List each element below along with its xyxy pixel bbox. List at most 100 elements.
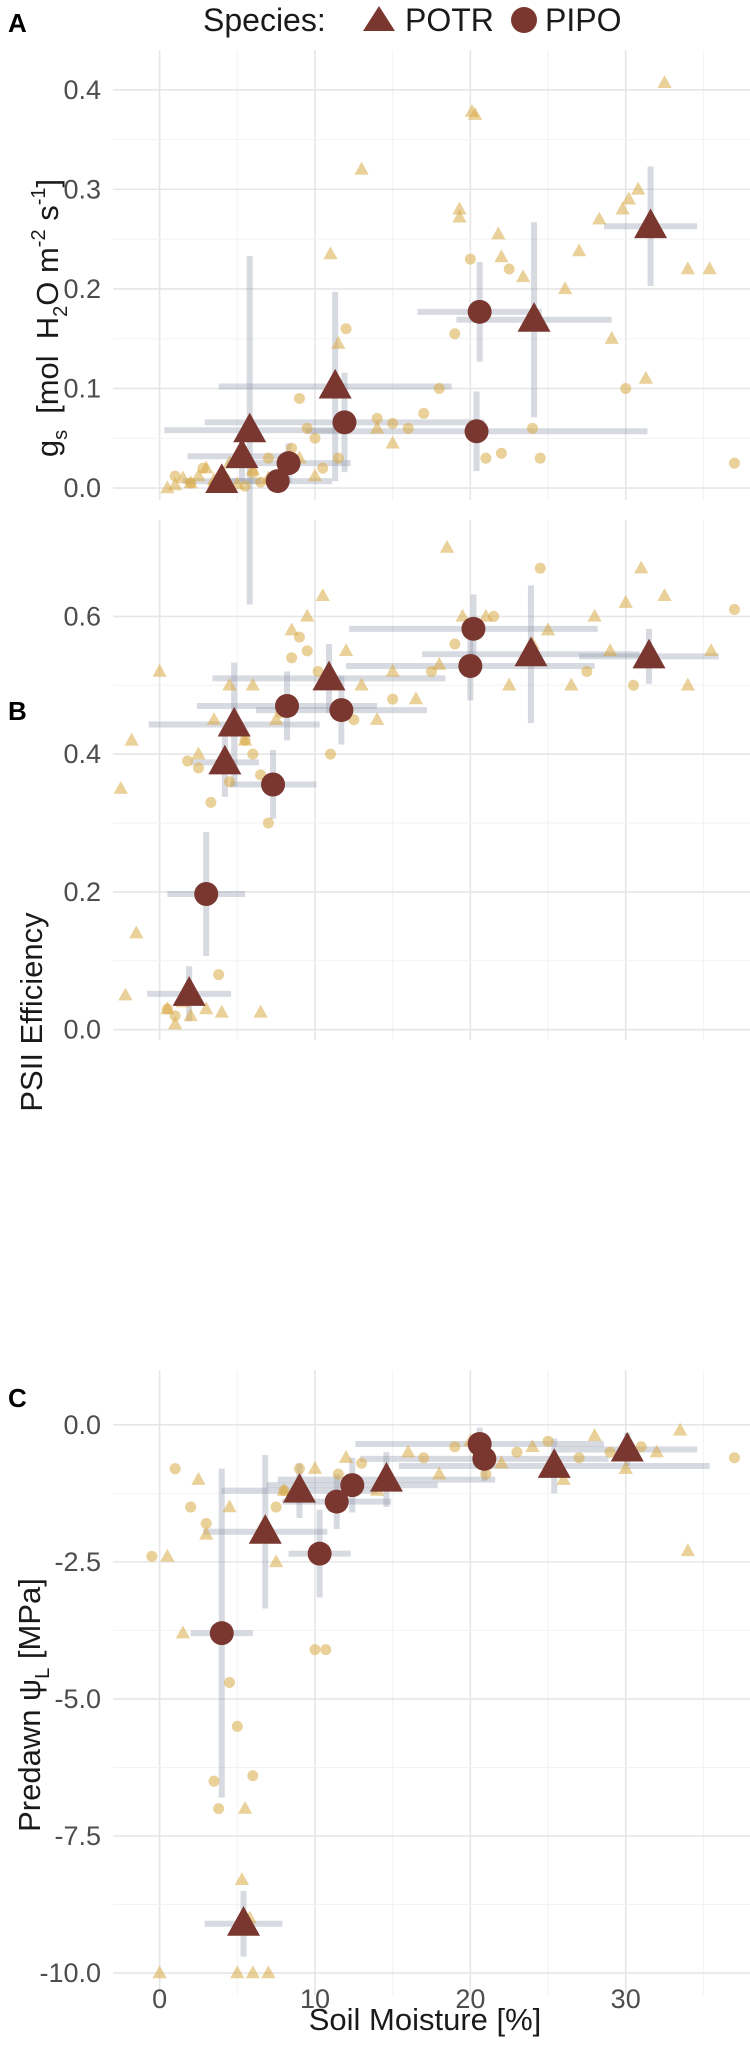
mean-marker-potr	[632, 638, 666, 669]
raw-point-pipo	[418, 407, 430, 419]
raw-point-pipo	[200, 1518, 212, 1530]
raw-point-pipo	[332, 452, 344, 464]
raw-point-pipo	[182, 755, 194, 767]
raw-point-potr	[634, 560, 649, 574]
mean-marker-potr	[205, 463, 239, 494]
raw-point-potr	[199, 1526, 214, 1540]
panel-b-mean-points	[172, 616, 666, 1006]
mean-marker-potr	[227, 1906, 261, 1936]
raw-point-potr	[452, 201, 467, 215]
raw-point-pipo	[247, 748, 259, 760]
raw-point-potr	[401, 1444, 416, 1458]
mean-marker-potr	[369, 1461, 403, 1492]
mean-marker-potr	[514, 636, 548, 667]
raw-point-pipo	[262, 452, 274, 464]
raw-point-pipo	[464, 253, 476, 265]
raw-point-pipo	[312, 666, 324, 678]
raw-point-pipo	[728, 1452, 740, 1464]
raw-point-potr	[222, 677, 237, 691]
raw-point-potr	[245, 1965, 260, 1979]
mean-marker-pipo	[261, 772, 286, 797]
mean-marker-potr	[282, 1472, 316, 1503]
mean-marker-potr	[248, 1514, 282, 1544]
y-tick-label: -5.0	[54, 1684, 101, 1714]
y-tick-label: 0.3	[63, 174, 101, 204]
raw-point-potr	[230, 1965, 245, 1979]
raw-point-potr	[657, 75, 672, 89]
mean-marker-potr	[233, 412, 267, 443]
raw-point-potr	[672, 1422, 688, 1436]
raw-point-pipo	[247, 467, 259, 479]
raw-point-potr	[222, 1499, 237, 1513]
raw-point-potr	[113, 780, 128, 794]
raw-point-pipo	[169, 1010, 181, 1022]
raw-point-potr	[564, 677, 579, 691]
x-tick-label: 20	[455, 1984, 485, 2014]
raw-point-potr	[354, 161, 369, 175]
raw-point-pipo	[604, 1446, 616, 1458]
raw-point-potr	[638, 370, 654, 384]
raw-point-pipo	[169, 470, 181, 482]
raw-point-potr	[129, 925, 144, 939]
raw-point-potr	[432, 656, 447, 670]
raw-point-pipo	[340, 323, 352, 335]
panel-label-a: A	[8, 8, 27, 38]
raw-point-potr	[432, 1466, 447, 1480]
raw-point-pipo	[332, 1468, 344, 1480]
raw-point-potr	[525, 1439, 540, 1452]
y-tick-label: 0.2	[63, 274, 101, 304]
raw-point-potr	[630, 181, 646, 195]
raw-point-pipo	[213, 1803, 225, 1815]
raw-point-pipo	[146, 1550, 158, 1562]
raw-point-potr	[587, 1428, 602, 1441]
raw-point-pipo	[301, 645, 313, 657]
raw-point-pipo	[387, 417, 399, 429]
raw-point-pipo	[480, 1468, 492, 1480]
legend-title: Species:	[203, 2, 326, 38]
mean-marker-potr	[217, 706, 251, 737]
mean-marker-potr	[172, 976, 206, 1006]
raw-point-potr	[261, 1965, 276, 1979]
raw-point-potr	[152, 663, 167, 677]
mean-marker-pipo	[275, 693, 300, 718]
raw-point-pipo	[433, 382, 445, 394]
raw-point-potr	[592, 211, 607, 225]
panel-c-grid	[113, 1370, 750, 1995]
raw-point-potr	[649, 1444, 664, 1458]
raw-point-potr	[385, 435, 400, 449]
raw-point-potr	[152, 1965, 167, 1979]
raw-point-potr	[556, 1471, 571, 1485]
raw-point-pipo	[286, 442, 298, 454]
raw-point-pipo	[581, 666, 593, 678]
raw-point-pipo	[301, 422, 313, 434]
raw-point-pipo	[293, 1463, 305, 1475]
raw-point-pipo	[309, 1644, 321, 1656]
raw-point-potr	[338, 1450, 354, 1463]
raw-point-pipo	[728, 457, 740, 469]
raw-point-potr	[315, 588, 330, 601]
raw-point-potr	[331, 336, 346, 349]
raw-point-potr	[124, 732, 139, 746]
raw-point-pipo	[224, 776, 236, 788]
raw-point-potr	[494, 249, 509, 263]
raw-point-potr	[540, 622, 556, 636]
legend-label-potr: POTR	[405, 2, 494, 38]
raw-point-potr	[338, 643, 354, 657]
mean-marker-potr	[312, 660, 346, 691]
panel-a-y-axis-title: gs[molH2O m-2 s-1]	[28, 179, 72, 457]
raw-point-pipo	[317, 462, 329, 474]
y-tick-label: 0.0	[63, 1410, 101, 1440]
raw-point-potr	[452, 209, 467, 223]
mean-marker-pipo	[324, 1489, 349, 1514]
panel-a-mean-points	[205, 208, 668, 494]
raw-point-pipo	[573, 1452, 585, 1464]
y-tick-label: -10.0	[39, 1958, 101, 1988]
raw-point-potr	[467, 107, 483, 120]
mean-marker-potr	[634, 208, 668, 239]
raw-point-pipo	[239, 480, 251, 492]
raw-point-pipo	[542, 1435, 554, 1447]
raw-point-pipo	[278, 1485, 290, 1497]
y-tick-label: 0.0	[63, 473, 101, 503]
raw-point-pipo	[224, 1677, 236, 1688]
